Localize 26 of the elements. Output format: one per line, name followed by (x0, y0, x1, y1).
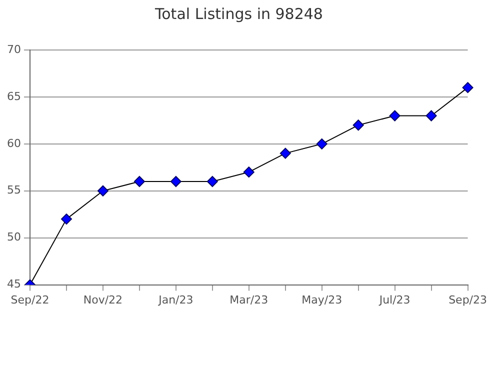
y-tick-label: 60 (6, 136, 21, 150)
point (352, 120, 364, 131)
x-tick-label: Sep/22 (10, 293, 50, 306)
point (316, 138, 328, 150)
chart-title: Total Listings in 98248 (154, 4, 323, 23)
point (134, 176, 145, 187)
x-tick-label: Jan/23 (158, 293, 194, 306)
point (60, 214, 72, 225)
point (426, 110, 437, 122)
point (170, 176, 182, 187)
point (462, 82, 474, 94)
point (243, 166, 254, 178)
x-tick-label: Jul/23 (378, 293, 410, 306)
point (280, 148, 291, 159)
point (389, 110, 400, 122)
x-tick-label: Nov/22 (83, 293, 123, 306)
point (97, 185, 108, 196)
y-tick-label: 45 (6, 278, 21, 291)
point (206, 176, 218, 187)
y-tick-label: 55 (6, 184, 21, 197)
x-tick-label: Mar/23 (230, 293, 268, 306)
x-tick-label: May/23 (302, 293, 342, 306)
y-tick-label: 70 (6, 42, 21, 56)
x-tick-label: Sep/23 (448, 293, 487, 306)
y-tick-label: 50 (6, 230, 21, 244)
y-tick-label: 65 (6, 90, 21, 103)
